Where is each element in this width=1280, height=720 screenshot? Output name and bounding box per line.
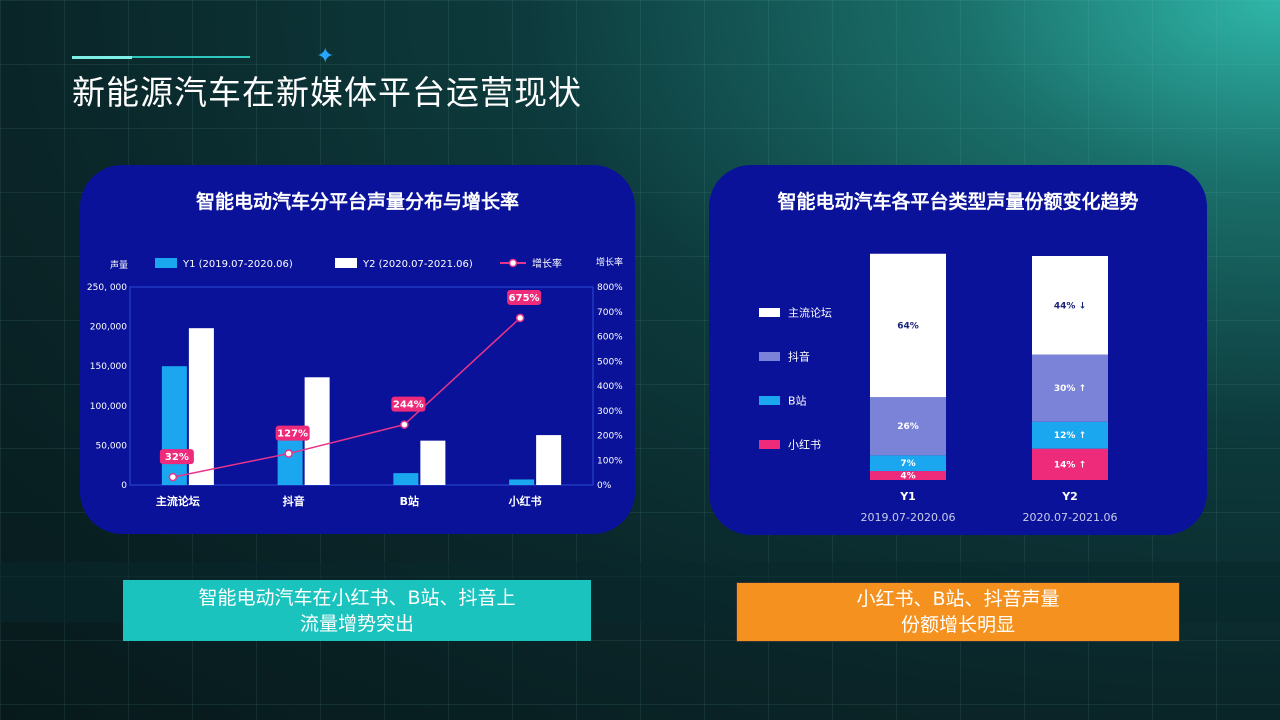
growth-label-bg — [507, 289, 542, 305]
bar-y1 — [277, 437, 303, 485]
growth-point — [515, 313, 525, 323]
legend-item: 小红书 — [759, 434, 821, 453]
legend-marker-growth — [508, 258, 518, 268]
chart-title: 智能电动汽车各平台类型声量份额变化趋势 — [777, 191, 1139, 213]
caption-line: 流量增势突出 — [299, 612, 414, 635]
segment-label: 7% — [900, 459, 915, 469]
growth-label-bg — [159, 449, 194, 465]
growth-point — [284, 449, 293, 458]
bar-y1 — [161, 366, 187, 485]
bar-y2 — [536, 435, 562, 485]
stack-segment — [1032, 354, 1108, 422]
category-label: 抖音 — [283, 494, 305, 508]
caption-right: 小红书、B站、抖音声量 份额增长明显 — [736, 582, 1180, 642]
bar-period-label: 2019.07-2020.06 — [861, 511, 956, 524]
right-tick-label: 700% — [597, 308, 623, 318]
legend-label-y2: Y2 (2020.07-2021.06) — [362, 259, 473, 270]
segment-label: 4% — [900, 472, 915, 482]
caption-left: 智能电动汽车在小红书、B站、抖音上 流量增势突出 — [123, 580, 591, 641]
page-title: 新能源汽车在新媒体平台运营现状 — [72, 73, 582, 112]
legend-swatch — [759, 440, 780, 449]
growth-label: 32% — [165, 452, 189, 463]
growth-label-bg — [391, 396, 426, 412]
chart-panel-platform-volume: 智能电动汽车分平台声量分布与增长率 声量 增长率 0 50,000 100,000 150… — [80, 165, 635, 534]
sparkle-icon: ✦ — [316, 44, 335, 69]
right-tick-label: 600% — [597, 333, 623, 343]
right-tick-label: 500% — [597, 357, 623, 367]
segment-label: 12% ↑ — [1054, 431, 1086, 441]
right-tick-label: 800% — [597, 283, 623, 293]
growth-label: 244% — [393, 400, 424, 411]
legend-swatch — [759, 352, 780, 361]
right-axis-title: 增长率 — [596, 256, 623, 268]
bar-category-label: Y1 — [899, 490, 916, 503]
segment-label: 14% ↑ — [1054, 460, 1086, 470]
bar-category-label: Y2 — [1061, 490, 1078, 503]
category-label: 小红书 — [508, 494, 542, 508]
chart-panel-share-trend: 智能电动汽车各平台类型声量份额变化趋势 主流论坛抖音 B站小红书 4% 7% 26% 6… — [709, 165, 1207, 535]
legend-label: 小红书 — [788, 438, 821, 452]
growth-point — [168, 472, 178, 482]
stack-segment — [870, 471, 946, 480]
legend-swatch-y1 — [155, 258, 177, 268]
volume-growth-chart: 声量 增长率 0 50,000 100,000 150,000 200,000 250, 00… — [87, 256, 623, 508]
legend-label-growth: 增长率 — [532, 257, 562, 270]
category-label: 主流论坛 — [156, 494, 200, 508]
stack-segment — [1032, 448, 1108, 480]
growth-point — [400, 420, 409, 429]
category-label: B站 — [400, 494, 419, 508]
stack-segment — [1032, 256, 1108, 355]
bar-y1 — [509, 479, 535, 485]
bar-period-label: 2020.07-2021.06 — [1023, 511, 1118, 524]
segment-label: 26% — [897, 422, 919, 432]
right-tick-label: 200% — [597, 432, 623, 442]
legend-label: 主流论坛 — [788, 306, 832, 320]
growth-label-bg — [275, 425, 310, 441]
legend-label-y1: Y1 (2019.07-2020.06) — [182, 259, 293, 270]
chart-title: 智能电动汽车分平台声量分布与增长率 — [195, 191, 519, 213]
stack-segment — [1032, 421, 1108, 449]
stack-segment — [870, 253, 946, 398]
growth-label: 127% — [277, 429, 308, 440]
left-axis-title: 声量 — [110, 259, 128, 271]
title-accent-highlight — [72, 56, 132, 59]
right-tick-label: 300% — [597, 407, 623, 417]
stack-segment — [870, 455, 946, 472]
left-tick-label: 200,000 — [90, 323, 127, 333]
legend-label: B站 — [788, 394, 807, 408]
left-tick-label: 0 — [121, 481, 127, 491]
plot-frame — [129, 286, 594, 486]
segment-label: 64% — [897, 321, 919, 331]
segment-label: 44% ↓ — [1054, 301, 1086, 311]
caption-line: 份额增长明显 — [900, 614, 1015, 636]
title-accent-line — [72, 56, 250, 58]
left-tick-label: 150,000 — [90, 362, 127, 372]
legend-item: 主流论坛 — [759, 302, 832, 321]
bar-y2 — [420, 440, 446, 485]
stack-segment — [870, 397, 946, 456]
right-tick-label: 100% — [597, 456, 623, 466]
growth-label: 675% — [509, 293, 540, 304]
bar-y1 — [393, 473, 419, 485]
left-tick-label: 50,000 — [96, 441, 128, 451]
growth-line — [172, 317, 521, 478]
legend-swatch-y2 — [335, 258, 357, 268]
legend-swatch — [759, 396, 780, 405]
left-tick-label: 250, 000 — [87, 283, 127, 293]
legend-label: 抖音 — [788, 350, 810, 364]
left-tick-label: 100,000 — [90, 402, 127, 412]
right-tick-label: 400% — [597, 382, 623, 392]
caption-line: 小红书、B站、抖音声量 — [856, 588, 1060, 610]
caption-line: 智能电动汽车在小红书、B站、抖音上 — [198, 586, 516, 609]
legend-item: B站 — [759, 390, 807, 409]
legend-item: 抖音 — [759, 346, 810, 365]
right-tick-label: 0% — [597, 481, 612, 491]
share-stacked-chart: 4% 7% 26% 64% Y1 2019.07-2020.06 14% ↑ 12% ↑ 30%… — [861, 253, 1118, 524]
legend-swatch — [759, 308, 780, 317]
segment-label: 30% ↑ — [1054, 384, 1086, 394]
